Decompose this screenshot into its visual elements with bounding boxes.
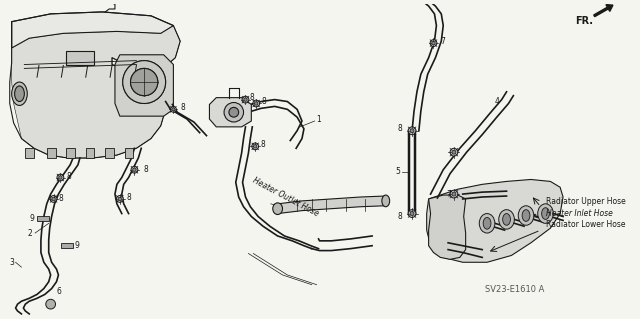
Polygon shape [12, 22, 180, 158]
Circle shape [452, 150, 456, 154]
Ellipse shape [499, 210, 515, 229]
Bar [47, 148, 56, 158]
Text: 7: 7 [446, 189, 451, 199]
Circle shape [131, 68, 158, 96]
Circle shape [57, 174, 64, 181]
Circle shape [432, 41, 435, 45]
Text: 8: 8 [397, 124, 402, 133]
Polygon shape [278, 196, 385, 213]
Polygon shape [209, 98, 252, 127]
Circle shape [59, 176, 62, 179]
Text: 3: 3 [10, 258, 15, 267]
Ellipse shape [382, 195, 390, 207]
Bar [37, 217, 49, 221]
Circle shape [131, 68, 158, 96]
Circle shape [242, 96, 249, 103]
Ellipse shape [273, 203, 282, 215]
Polygon shape [429, 195, 466, 259]
Circle shape [452, 192, 456, 196]
Text: 1: 1 [317, 115, 321, 123]
Circle shape [132, 168, 136, 171]
Ellipse shape [518, 206, 534, 225]
Circle shape [229, 108, 239, 117]
Bar [61, 243, 73, 248]
Circle shape [410, 129, 414, 133]
Bar [86, 148, 95, 158]
Circle shape [46, 299, 56, 309]
Circle shape [123, 61, 166, 103]
Text: 8: 8 [260, 140, 265, 149]
Ellipse shape [541, 208, 549, 219]
Circle shape [430, 40, 437, 47]
Text: SV23-E1610 A: SV23-E1610 A [485, 286, 545, 294]
Text: Radiator Lower Hose: Radiator Lower Hose [545, 220, 625, 229]
Bar [105, 148, 114, 158]
Bar [67, 148, 75, 158]
Circle shape [224, 102, 244, 122]
Circle shape [252, 143, 259, 150]
Text: 9: 9 [29, 214, 34, 223]
Circle shape [52, 197, 55, 201]
Circle shape [408, 210, 416, 218]
Polygon shape [427, 180, 563, 262]
FancyArrow shape [594, 5, 613, 17]
Text: 8: 8 [397, 212, 402, 221]
Text: 8: 8 [250, 93, 254, 102]
Ellipse shape [483, 218, 491, 229]
Text: 5: 5 [396, 167, 401, 176]
Text: 4: 4 [495, 97, 500, 106]
Text: 8: 8 [143, 165, 148, 174]
Circle shape [450, 190, 458, 198]
Circle shape [450, 148, 458, 156]
Text: 9: 9 [74, 241, 79, 250]
Bar [125, 148, 134, 158]
Circle shape [253, 100, 260, 107]
Circle shape [408, 127, 416, 135]
Circle shape [50, 196, 57, 202]
Circle shape [170, 107, 176, 112]
Circle shape [410, 211, 414, 216]
Text: Radiator Upper Hose: Radiator Upper Hose [545, 197, 625, 206]
Circle shape [123, 61, 166, 103]
Bar [67, 51, 93, 64]
Text: 8: 8 [261, 97, 266, 106]
Circle shape [255, 102, 258, 105]
Text: 2: 2 [28, 228, 32, 238]
Text: FR.: FR. [575, 16, 593, 26]
Circle shape [172, 108, 175, 111]
Bar [26, 148, 34, 158]
Polygon shape [12, 12, 173, 48]
Ellipse shape [15, 86, 24, 101]
Text: Heater Outlet Hose: Heater Outlet Hose [252, 176, 321, 218]
Text: 8: 8 [67, 172, 71, 181]
Circle shape [116, 196, 124, 202]
Text: 8: 8 [127, 192, 131, 202]
Circle shape [253, 145, 257, 148]
Ellipse shape [502, 213, 511, 225]
Circle shape [118, 197, 122, 201]
Ellipse shape [479, 213, 495, 233]
Text: 8: 8 [58, 195, 63, 204]
Ellipse shape [538, 204, 554, 223]
Text: 8: 8 [180, 103, 185, 112]
Circle shape [244, 98, 247, 101]
Text: 6: 6 [56, 287, 61, 296]
Ellipse shape [12, 82, 28, 106]
Circle shape [131, 166, 138, 173]
Text: Heater Inlet Hose: Heater Inlet Hose [545, 209, 612, 218]
Ellipse shape [522, 210, 530, 221]
Text: 7: 7 [440, 37, 445, 46]
Polygon shape [115, 55, 173, 116]
